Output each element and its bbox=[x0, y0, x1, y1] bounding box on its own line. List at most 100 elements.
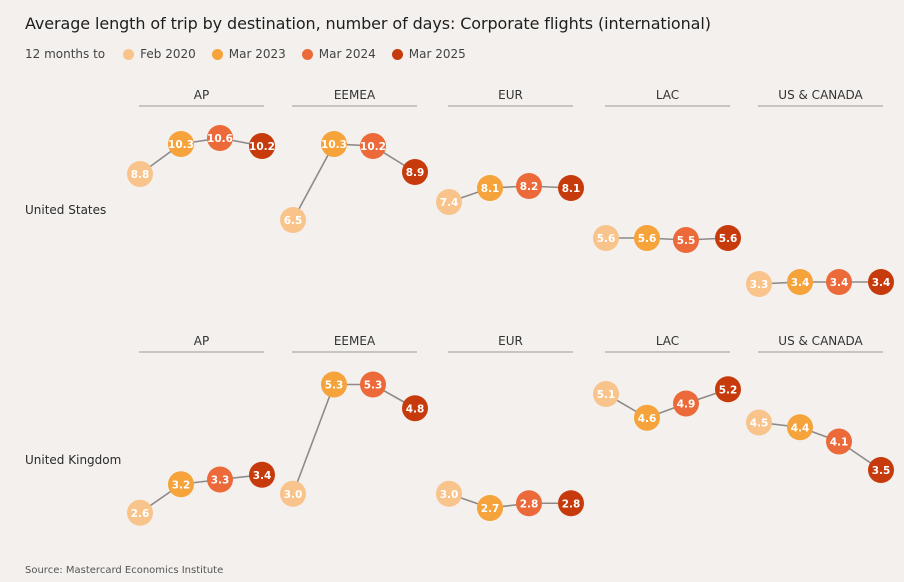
data-point-united-states-eemea-mar-2025: 8.9 bbox=[402, 159, 428, 185]
point-marker bbox=[360, 133, 386, 159]
point-label: 3.2 bbox=[172, 479, 191, 491]
point-marker bbox=[207, 466, 233, 493]
point-label: 3.5 bbox=[872, 465, 891, 477]
panel-title-lac: LAC bbox=[656, 334, 679, 348]
point-marker bbox=[593, 381, 619, 407]
data-point-united-kingdom-eemea-mar-2025: 4.8 bbox=[402, 395, 428, 422]
point-label: 3.0 bbox=[440, 489, 459, 501]
data-point-united-states-eur-mar-2025: 8.1 bbox=[558, 175, 584, 201]
panel-title-eemea: EEMEA bbox=[334, 334, 376, 348]
legend-item-feb-2020: Feb 2020 bbox=[123, 47, 196, 61]
point-marker bbox=[280, 207, 306, 233]
point-label: 4.1 bbox=[830, 437, 849, 449]
series-line-united-kingdom-eur bbox=[448, 492, 571, 509]
point-marker bbox=[868, 269, 894, 295]
point-marker bbox=[634, 404, 660, 431]
series-line-united-kingdom-eemea bbox=[292, 383, 416, 495]
point-marker bbox=[593, 225, 619, 251]
data-point-united-kingdom-lac-mar-2024: 4.9 bbox=[673, 390, 699, 417]
series-line-united-states-lac bbox=[606, 237, 729, 241]
legend-label: Mar 2024 bbox=[318, 47, 376, 61]
point-marker bbox=[436, 480, 462, 507]
row-label-united-kingdom: United Kingdom bbox=[25, 453, 121, 467]
point-marker bbox=[402, 395, 428, 422]
point-marker bbox=[715, 376, 741, 403]
point-marker bbox=[516, 490, 542, 517]
point-label: 3.4 bbox=[253, 470, 272, 482]
data-point-united-states-eemea-feb-2020: 6.5 bbox=[280, 207, 306, 233]
data-point-united-kingdom-ap-feb-2020: 2.6 bbox=[127, 499, 153, 526]
point-label: 5.3 bbox=[325, 380, 344, 392]
point-marker bbox=[826, 428, 852, 455]
point-marker bbox=[516, 173, 542, 199]
point-label: 3.4 bbox=[791, 277, 810, 289]
point-marker bbox=[477, 495, 503, 521]
point-marker bbox=[634, 225, 660, 251]
panel-title-lac: LAC bbox=[656, 88, 679, 102]
legend: 12 months to Feb 2020 Mar 2023 Mar 2024 … bbox=[25, 47, 482, 61]
point-label: 4.6 bbox=[638, 413, 657, 425]
point-label: 5.6 bbox=[638, 233, 657, 245]
point-label: 5.2 bbox=[719, 384, 738, 396]
data-point-united-kingdom-lac-feb-2020: 5.1 bbox=[593, 381, 619, 407]
point-marker bbox=[715, 225, 741, 251]
point-marker bbox=[321, 371, 347, 398]
point-label: 2.8 bbox=[562, 498, 581, 510]
data-point-united-states-lac-mar-2024: 5.5 bbox=[673, 227, 699, 253]
point-label: 8.8 bbox=[131, 169, 150, 181]
point-label: 3.0 bbox=[284, 489, 303, 501]
point-marker bbox=[127, 499, 153, 526]
data-point-united-states-eemea-mar-2024: 10.2 bbox=[360, 133, 386, 159]
point-marker bbox=[868, 457, 894, 483]
series-line-united-kingdom-us-and-canada bbox=[758, 421, 882, 471]
point-label: 3.3 bbox=[750, 279, 769, 291]
data-point-united-kingdom-eur-feb-2020: 3.0 bbox=[436, 480, 462, 507]
source-note: Source: Mastercard Economics Institute bbox=[25, 565, 224, 576]
data-point-united-states-us-and-canada-feb-2020: 3.3 bbox=[746, 271, 772, 297]
point-marker bbox=[168, 471, 194, 498]
point-marker bbox=[673, 227, 699, 253]
point-marker bbox=[558, 490, 584, 517]
data-point-united-kingdom-eur-mar-2024: 2.8 bbox=[516, 490, 542, 517]
point-label: 4.5 bbox=[750, 418, 769, 430]
point-label: 8.1 bbox=[481, 183, 500, 195]
point-marker bbox=[746, 409, 772, 436]
point-marker bbox=[249, 133, 275, 159]
series-line-united-states-eemea bbox=[292, 143, 416, 221]
panel-title-ap: AP bbox=[194, 334, 209, 348]
data-point-united-states-ap-mar-2023: 10.3 bbox=[168, 131, 194, 157]
data-point-united-kingdom-eemea-mar-2024: 5.3 bbox=[360, 371, 386, 398]
data-point-united-kingdom-eemea-mar-2023: 5.3 bbox=[321, 371, 347, 398]
legend-label: Mar 2023 bbox=[228, 47, 286, 61]
row-label-united-states: United States bbox=[25, 203, 106, 217]
point-label: 2.6 bbox=[131, 508, 150, 520]
data-point-united-states-lac-feb-2020: 5.6 bbox=[593, 225, 619, 251]
point-label: 4.4 bbox=[791, 422, 810, 434]
data-point-united-states-ap-feb-2020: 8.8 bbox=[127, 161, 153, 187]
data-point-united-states-lac-mar-2025: 5.6 bbox=[715, 225, 741, 251]
point-marker bbox=[746, 271, 772, 297]
data-point-united-states-lac-mar-2023: 5.6 bbox=[634, 225, 660, 251]
data-point-united-kingdom-eur-mar-2025: 2.8 bbox=[558, 490, 584, 517]
series-line-united-kingdom-ap bbox=[139, 473, 263, 514]
data-point-united-states-eur-feb-2020: 7.4 bbox=[436, 189, 462, 215]
chart-title: Average length of trip by destination, n… bbox=[25, 14, 711, 33]
point-marker bbox=[826, 269, 852, 295]
panel-title-us-and-canada: US & CANADA bbox=[778, 88, 863, 102]
point-label: 2.8 bbox=[520, 498, 539, 510]
point-label: 5.6 bbox=[597, 233, 616, 245]
point-marker bbox=[207, 125, 233, 151]
legend-item-mar-2025: Mar 2025 bbox=[391, 47, 466, 61]
series-line-united-states-eur bbox=[448, 185, 572, 203]
point-label: 4.8 bbox=[406, 403, 425, 415]
point-label: 3.3 bbox=[211, 475, 230, 487]
point-label: 10.2 bbox=[249, 141, 275, 153]
data-point-united-kingdom-lac-mar-2023: 4.6 bbox=[634, 404, 660, 431]
data-point-united-states-ap-mar-2025: 10.2 bbox=[249, 133, 275, 159]
panel-title-eemea: EEMEA bbox=[334, 88, 376, 102]
panel-title-ap: AP bbox=[194, 88, 209, 102]
data-point-united-states-us-and-canada-mar-2023: 3.4 bbox=[787, 269, 813, 295]
point-marker bbox=[477, 175, 503, 201]
data-point-united-kingdom-us-and-canada-feb-2020: 4.5 bbox=[746, 409, 772, 436]
